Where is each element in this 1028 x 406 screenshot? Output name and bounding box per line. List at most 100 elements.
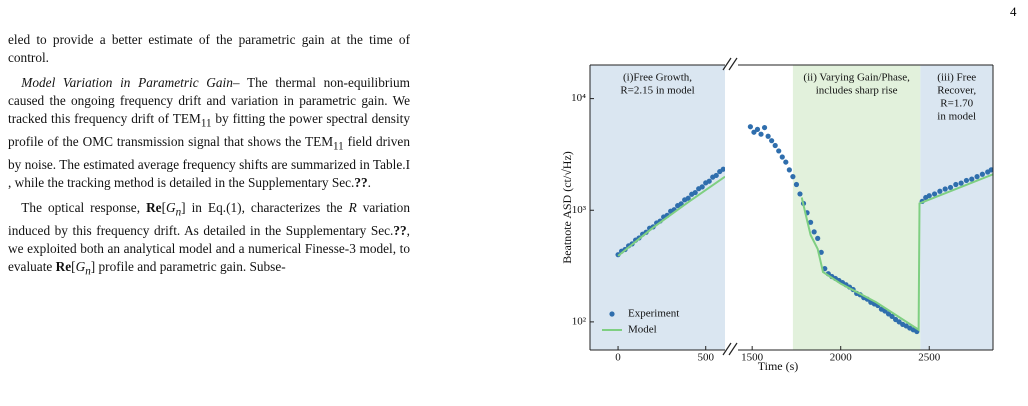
data-point xyxy=(815,235,821,241)
data-point xyxy=(692,189,698,196)
data-point xyxy=(772,142,778,149)
data-point xyxy=(988,167,993,173)
x-tick-label: 500 xyxy=(697,352,714,364)
axis-break xyxy=(722,342,732,356)
text: Model Variation in Parametric Gain– xyxy=(21,74,240,90)
data-point xyxy=(790,174,796,180)
annotation: (iii) Free xyxy=(937,72,976,84)
model-line xyxy=(800,173,993,332)
shaded-region xyxy=(920,65,993,350)
page-number: 4 xyxy=(1010,4,1017,19)
paragraph: Model Variation in Parametric Gain– The … xyxy=(8,74,410,193)
legend-marker xyxy=(609,311,615,317)
text: 11 xyxy=(200,117,212,130)
data-point xyxy=(761,124,768,131)
data-point xyxy=(713,172,719,179)
data-point xyxy=(969,176,975,182)
data-point xyxy=(776,148,782,154)
text: Re xyxy=(146,199,162,215)
paragraph: The optical response, Re[Gn] in Eq.(1), … xyxy=(8,199,410,282)
text: ] in Eq.(1), characterizes the xyxy=(181,199,349,215)
data-point xyxy=(963,177,970,184)
axis-break xyxy=(728,57,738,71)
axis-break xyxy=(728,342,738,356)
data-point xyxy=(786,167,792,173)
text: R xyxy=(348,199,357,215)
data-point xyxy=(937,188,943,194)
text: The thermal non-equilibrium caused the o… xyxy=(8,74,410,127)
x-axis-label: Time (s) xyxy=(758,359,799,373)
data-point xyxy=(931,191,938,197)
text: n xyxy=(85,265,91,278)
text: G xyxy=(166,199,176,215)
text: ?? xyxy=(354,175,368,191)
annotation: R=2.15 in model xyxy=(620,85,694,97)
data-point xyxy=(765,133,771,139)
text: field driven by noise. The estimated ave… xyxy=(8,134,410,191)
data-point xyxy=(769,138,775,144)
text: [ xyxy=(161,199,167,215)
text: by fitting the power spectral density pr… xyxy=(8,111,410,150)
y-axis-label: Beatnote ASD (ct/√Hz) xyxy=(560,151,574,264)
data-point xyxy=(747,124,753,130)
text: eled to provide a better estimate of the… xyxy=(8,32,410,66)
annotation: Recover, xyxy=(937,85,976,97)
data-point xyxy=(926,193,932,199)
x-tick-label: 2500 xyxy=(918,352,941,364)
x-tick-label: 0 xyxy=(615,352,621,364)
data-point xyxy=(979,171,985,177)
text: 11 xyxy=(333,140,344,153)
text: ?? xyxy=(393,222,407,238)
data-point xyxy=(779,154,785,160)
text: [ xyxy=(71,259,76,275)
data-point xyxy=(947,184,954,191)
data-point xyxy=(958,180,964,186)
text: . xyxy=(367,175,371,191)
text: ] profile and parametric gain. Subse- xyxy=(90,259,286,275)
data-point xyxy=(818,249,824,255)
x-tick-label: 2000 xyxy=(830,352,853,364)
axis-break xyxy=(722,57,732,71)
data-point xyxy=(808,219,814,225)
data-point xyxy=(758,131,764,137)
data-point xyxy=(942,186,948,192)
data-point xyxy=(699,184,705,190)
data-point xyxy=(754,126,761,132)
data-point xyxy=(974,174,980,180)
data-point xyxy=(953,181,959,188)
text: n xyxy=(175,206,182,219)
data-point xyxy=(811,229,817,235)
text-column: eled to provide a better estimate of the… xyxy=(8,31,410,406)
annotation: R=1.70 xyxy=(940,98,973,110)
data-point xyxy=(793,181,800,188)
y-tick-label: 10⁴ xyxy=(571,92,586,104)
legend-label: Experiment xyxy=(628,308,679,320)
data-point xyxy=(685,195,691,201)
y-tick-label: 10³ xyxy=(572,204,587,216)
data-point xyxy=(751,129,757,135)
paragraph: eled to provide a better estimate of the… xyxy=(8,31,410,68)
annotation: in model xyxy=(937,111,976,123)
text: The optical response, xyxy=(21,199,147,215)
text: , we exploited both an analytical model … xyxy=(8,222,410,275)
panel xyxy=(747,65,993,350)
data-point xyxy=(706,178,712,184)
text: Re xyxy=(55,259,72,275)
annotation: (ii) Varying Gain/Phase, xyxy=(803,72,910,84)
annotation: includes sharp rise xyxy=(816,85,898,97)
shaded-region xyxy=(590,65,725,350)
data-point xyxy=(889,313,895,319)
shaded-region xyxy=(792,65,921,350)
legend-label: Model xyxy=(628,324,657,336)
annotation: (i)Free Growth, xyxy=(623,72,692,84)
data-point xyxy=(783,159,789,165)
text: G xyxy=(75,259,86,275)
model-line xyxy=(617,175,725,257)
text: variation induced by this frequency drif… xyxy=(8,199,410,238)
x-tick-label: 1500 xyxy=(741,352,764,364)
panel xyxy=(590,65,725,350)
data-point xyxy=(797,191,803,197)
data-point xyxy=(720,166,725,172)
